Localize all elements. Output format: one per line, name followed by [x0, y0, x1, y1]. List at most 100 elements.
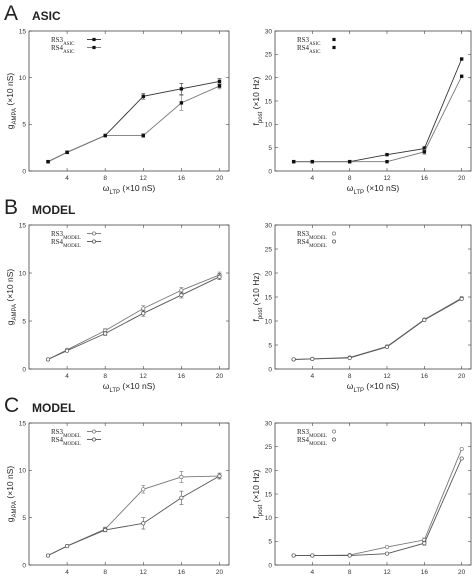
y-axis-label-subscript: AMPA [12, 108, 18, 125]
panel-b-label: B [4, 196, 18, 219]
x-tick-label: 8 [103, 373, 107, 380]
legend-label-subscript: ASIC [309, 50, 321, 55]
data-point [217, 274, 222, 279]
x-axis-label: ωLTP (×10 nS) [347, 381, 400, 394]
y-axis-label: gAMPA (×10 nS) [5, 73, 18, 130]
legend-marker [92, 231, 96, 236]
y-axis-label-unit: (×10 nS) [5, 73, 15, 108]
x-axis-label: ωLTP (×10 nS) [347, 577, 400, 579]
legend-label: RS4ASIC [297, 44, 321, 55]
x-tick-label: 12 [140, 175, 148, 182]
plot-frame [274, 422, 472, 566]
legend-marker [332, 429, 336, 434]
x-tick-label: 4 [65, 569, 69, 576]
y-tick-label: 0 [22, 366, 26, 373]
legend-marker [92, 429, 96, 434]
legend-label: RS3MODEL [297, 428, 327, 439]
x-axis-label: ωLTP (×10 nS) [103, 577, 156, 579]
y-axis-label: fpost (×10 Hz) [251, 76, 264, 125]
y-tick-label: 25 [265, 444, 273, 451]
y-axis-label-unit: (×10 nS) [5, 466, 15, 501]
series-line [293, 298, 462, 360]
data-point [384, 344, 390, 349]
x-axis-label-unit: (×10 nS) [120, 577, 155, 579]
legend-label: RS3MODEL [51, 428, 81, 439]
panel-a-title: ASIC [32, 9, 61, 23]
x-tick-label: 12 [140, 569, 148, 576]
legend-label: RS3ASIC [297, 36, 321, 47]
data-point [45, 553, 51, 558]
data-point [347, 355, 352, 361]
plot-frame [28, 422, 230, 566]
legend-marker [92, 37, 96, 42]
data-point [141, 94, 145, 99]
y-tick-label: 5 [268, 145, 272, 152]
series-line [47, 274, 220, 360]
data-point [141, 487, 146, 492]
data-point [103, 527, 108, 533]
y-tick-label: 15 [265, 491, 273, 498]
y-tick-label: 5 [268, 342, 272, 349]
y-tick-label: 10 [19, 468, 27, 475]
data-point [179, 495, 184, 500]
data-point [179, 293, 184, 298]
series-line [47, 85, 220, 163]
x-tick-label: 20 [458, 175, 466, 182]
legend-marker [332, 231, 336, 236]
x-axis-label-subscript: LTP [353, 388, 364, 394]
data-point [217, 84, 222, 88]
legend-marker [92, 239, 96, 244]
x-axis-label-subscript: LTP [353, 190, 364, 196]
legend-label-subscript: MODEL [63, 442, 81, 447]
legend-marker [332, 239, 336, 244]
x-tick-label: 16 [178, 373, 186, 380]
legend-label: RS3MODEL [297, 230, 327, 241]
y-axis-label-unit: (×10 Hz) [251, 272, 261, 307]
x-tick-label: 20 [216, 175, 224, 182]
data-point [310, 553, 315, 558]
legend-label-subscript: ASIC [309, 42, 321, 47]
data-point [422, 150, 427, 154]
x-tick-label: 16 [421, 175, 429, 182]
x-axis-label-subscript: LTP [109, 190, 120, 196]
x-tick-label: 20 [458, 569, 466, 576]
x-axis-label: ωLTP (×10 nS) [103, 381, 156, 394]
data-point [347, 159, 352, 164]
y-tick-label: 25 [265, 52, 273, 59]
x-tick-label: 8 [348, 373, 352, 380]
legend-label-subscript: MODEL [309, 434, 327, 439]
data-point [141, 306, 146, 311]
y-tick-label: 10 [265, 318, 273, 325]
series-line [293, 458, 463, 556]
legend-label-subscript: MODEL [309, 442, 327, 447]
plot-frame [274, 224, 472, 370]
legend-label: RS3ASIC [51, 36, 75, 47]
data-point [141, 521, 146, 526]
y-tick-label: 10 [19, 75, 27, 82]
y-axis-label-subscript: post [258, 111, 264, 123]
data-point [179, 101, 184, 105]
y-tick-label: 0 [268, 366, 272, 373]
y-axis-label: gAMPA (×10 nS) [5, 269, 18, 326]
data-point [384, 544, 390, 550]
legend-marker [332, 37, 336, 42]
x-tick-label: 8 [348, 569, 352, 576]
y-tick-label: 20 [265, 270, 273, 277]
data-point [459, 74, 464, 78]
chart-b-conductance: 4 8 12 16 20 0 5 10 15 ωLTP (×10 nS) gAMPA (×10 nS… [5, 222, 230, 394]
legend-marker [92, 45, 96, 50]
y-tick-label: 10 [265, 122, 273, 129]
data-point [422, 541, 427, 546]
x-tick-label: 16 [178, 175, 186, 182]
y-axis-label-subscript: AMPA [12, 501, 18, 518]
data-point [459, 446, 464, 452]
data-point [291, 357, 296, 362]
data-point [46, 159, 50, 164]
data-point [385, 152, 389, 157]
x-axis-label-unit: (×10 nS) [364, 381, 399, 391]
series-line [47, 475, 220, 556]
y-tick-label: 0 [22, 168, 26, 175]
x-axis-label-unit: (×10 nS) [364, 183, 399, 193]
y-tick-label: 0 [268, 168, 272, 175]
y-axis-label-unit: (×10 Hz) [251, 469, 261, 504]
